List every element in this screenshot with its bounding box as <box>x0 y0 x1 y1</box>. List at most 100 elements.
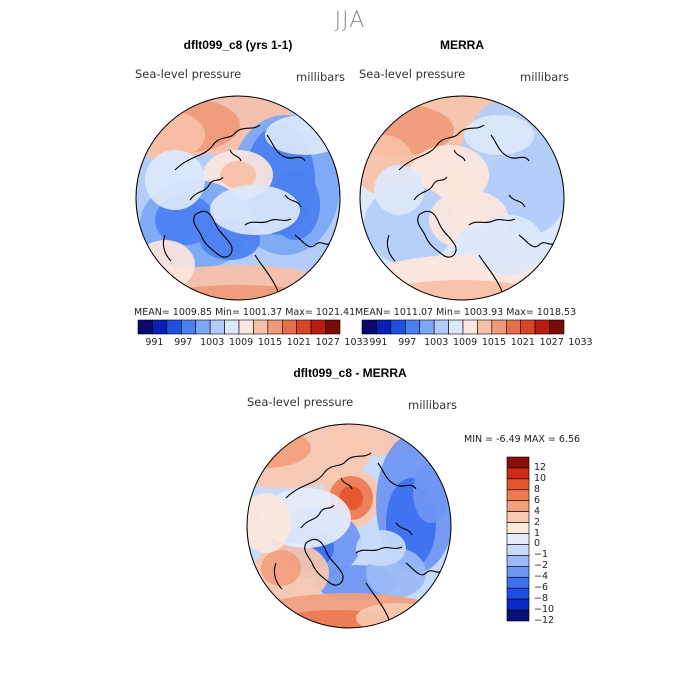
colorbar-tick-label: 991 <box>145 337 164 348</box>
coastline <box>273 562 283 590</box>
colorbar-swatch <box>180 319 197 335</box>
colorbar-swatch <box>419 319 435 335</box>
colorbar-swatch <box>195 319 211 335</box>
coastline <box>340 477 353 490</box>
colorbar-tick-label: 1021 <box>286 337 311 348</box>
field-contour-region <box>464 115 534 155</box>
map1-boundary <box>135 95 341 301</box>
panel2-units-label: millibars <box>520 70 570 84</box>
colorbar-swatch <box>361 319 377 335</box>
colorbar-tick-label: 10 <box>534 472 547 484</box>
colorbar-swatch <box>534 319 550 335</box>
coastline <box>189 176 224 201</box>
field-contour-region <box>210 185 300 235</box>
colorbar-tick-label: 1009 <box>453 337 478 348</box>
colorbar-tick-label: 8 <box>534 483 541 495</box>
colorbar-swatch <box>404 319 421 335</box>
field-contour-region <box>261 550 301 586</box>
field-contour-region <box>474 215 544 275</box>
panel1-colorbar <box>137 319 341 335</box>
coastline <box>508 194 526 208</box>
colorbar-swatch <box>506 478 530 491</box>
colorbar-swatch <box>506 511 530 523</box>
colorbar-swatch <box>506 489 530 502</box>
map3-boundary <box>246 423 452 629</box>
field-contour-region <box>356 603 436 628</box>
colorbar-tick-label: 1003 <box>424 337 449 348</box>
map2-field <box>360 96 564 300</box>
coastline <box>193 210 233 258</box>
colorbar-swatch <box>506 544 530 556</box>
coastline <box>413 176 448 201</box>
map2-boundary <box>359 95 565 301</box>
coastline <box>294 234 332 248</box>
colorbar-swatch <box>506 533 530 545</box>
panel3-units-label: millibars <box>408 398 458 412</box>
colorbar-swatch <box>296 319 312 335</box>
panel2-polar-map <box>359 95 565 301</box>
coastline <box>417 210 457 258</box>
panel2-variable-label: Sea-level pressure <box>359 67 466 81</box>
coastline <box>468 218 516 226</box>
figure-season-title: JJA <box>334 8 366 33</box>
panel3-colorbar <box>506 456 530 622</box>
colorbar-tick-label: −2 <box>534 560 549 572</box>
panel3-polar-map <box>246 423 452 629</box>
colorbar-swatch <box>152 319 168 335</box>
colorbar-tick-label: 1027 <box>315 337 340 348</box>
colorbar-tick-label: −4 <box>534 571 549 583</box>
colorbar-tick-label: −1 <box>534 549 549 561</box>
field-contour-region <box>138 285 338 300</box>
panel1-title: dflt099_c8 (yrs 1-1) <box>183 38 293 52</box>
colorbar-swatch <box>224 319 240 335</box>
colorbar-tick-label: 0 <box>534 538 541 550</box>
coastline <box>386 234 396 262</box>
colorbar-swatch <box>477 319 493 335</box>
panel2-title: MERRA <box>440 38 484 52</box>
coastline <box>300 504 335 529</box>
coastline <box>284 194 302 208</box>
panel3-title: dflt099_c8 - MERRA <box>293 366 407 380</box>
colorbar-swatch <box>506 467 530 480</box>
colorbar-swatch <box>462 319 478 335</box>
colorbar-tick-label: 997 <box>174 337 193 348</box>
panel2-colorbar <box>361 319 565 335</box>
field-contour-region <box>489 135 564 235</box>
coastline <box>285 452 372 499</box>
colorbar-tick-label: 6 <box>534 494 541 506</box>
colorbar-swatch <box>238 319 254 335</box>
panel3-variable-label: Sea-level pressure <box>247 395 354 409</box>
map1-field <box>136 96 340 300</box>
panel1-units-label: millibars <box>296 70 346 84</box>
colorbar-tick-label: 1009 <box>229 337 254 348</box>
colorbar-swatch <box>506 576 530 589</box>
colorbar-swatch <box>506 609 530 622</box>
colorbar-tick-label: 997 <box>398 337 417 348</box>
field-contour-region <box>145 150 205 210</box>
coastline <box>174 124 261 171</box>
field-contour-region <box>220 161 256 189</box>
colorbar-tick-label: −10 <box>534 604 555 616</box>
colorbar-swatch <box>325 319 341 335</box>
colorbar-tick-label: 1033 <box>344 337 369 348</box>
coastline <box>490 134 530 162</box>
panel1-stats: MEAN= 1009.85 Min= 1001.37 Max= 1021.41 <box>134 307 356 318</box>
field-contour-region <box>136 240 195 290</box>
colorbar-swatch <box>549 319 565 335</box>
coastline <box>244 218 292 226</box>
colorbar-tick-label: 1033 <box>568 337 593 348</box>
colorbar-swatch <box>137 319 153 335</box>
coastline <box>518 234 556 248</box>
colorbar-swatch <box>506 500 530 512</box>
colorbar-swatch <box>506 456 530 469</box>
colorbar-swatch <box>506 522 530 534</box>
colorbar-swatch <box>267 319 283 335</box>
colorbar-tick-label: 1027 <box>539 337 564 348</box>
coastline <box>355 546 403 554</box>
colorbar-tick-label: 12 <box>534 461 547 473</box>
colorbar-swatch <box>376 319 392 335</box>
colorbar-swatch <box>505 319 522 335</box>
colorbar-swatch <box>520 319 536 335</box>
panel1-variable-label: Sea-level pressure <box>135 67 242 81</box>
colorbar-swatch <box>310 319 326 335</box>
